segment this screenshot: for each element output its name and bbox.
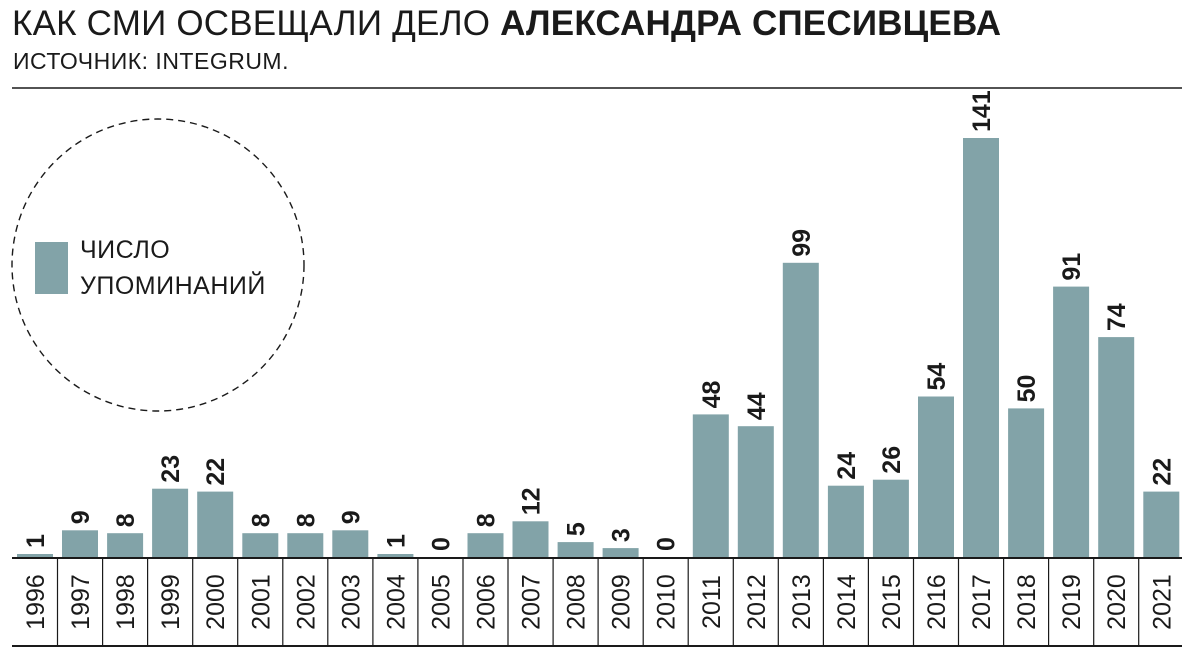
x-tick-2002: 2002: [292, 574, 320, 630]
bar-label-2021: 22: [1148, 458, 1176, 486]
legend-swatch: [35, 242, 68, 294]
bar-2013: [782, 262, 819, 557]
legend-label-line2: УПОМИНАНИЙ: [80, 270, 266, 300]
bar-2008: [557, 542, 594, 557]
bar-2019: [1053, 286, 1090, 557]
bar-2009: [602, 548, 639, 557]
x-tick-2012: 2012: [743, 574, 771, 630]
x-tick-2007: 2007: [518, 574, 546, 630]
bar-label-2009: 3: [608, 528, 636, 542]
bar-label-2007: 12: [518, 487, 546, 515]
chart-source: ИСТОЧНИК: INTEGRUM.: [13, 48, 289, 74]
bar-label-2008: 5: [563, 522, 591, 536]
bar-label-2013: 99: [788, 229, 816, 257]
x-tick-2021: 2021: [1148, 574, 1176, 630]
x-tick-1997: 1997: [67, 574, 95, 630]
bar-2007: [512, 521, 549, 557]
x-tick-2006: 2006: [473, 574, 501, 630]
bar-label-1997: 9: [67, 510, 95, 524]
bar-2014: [827, 485, 864, 557]
bar-label-2003: 9: [337, 510, 365, 524]
bar-2018: [1008, 408, 1045, 557]
x-tick-2004: 2004: [382, 574, 410, 630]
bar-2003: [332, 530, 369, 557]
bar-2011: [692, 414, 729, 557]
legend: ЧИСЛО УПОМИНАНИЙ: [11, 118, 305, 412]
bar-label-2017: 141: [968, 90, 996, 132]
bar-2002: [287, 533, 324, 557]
x-tick-1998: 1998: [112, 574, 140, 630]
bar-2015: [872, 479, 909, 557]
bar-2012: [737, 426, 774, 557]
title-bold: АЛЕКСАНДРА СПЕСИВЦЕВА: [500, 4, 1002, 43]
title-regular: КАК СМИ ОСВЕЩАЛИ ДЕЛО: [12, 4, 491, 43]
bar-label-2002: 8: [292, 513, 320, 527]
bar-label-2012: 44: [743, 392, 771, 420]
bar-1998: [107, 533, 144, 557]
bar-label-2005: 0: [427, 537, 455, 551]
bar-1997: [62, 530, 98, 557]
bar-1996: [17, 554, 53, 557]
bar-label-2001: 8: [247, 513, 275, 527]
bar-2004: [377, 554, 414, 557]
bar-label-1996: 1: [22, 534, 50, 548]
bar-2000: [197, 491, 234, 557]
x-tick-2009: 2009: [608, 574, 636, 630]
legend-label-line1: ЧИСЛО: [80, 236, 170, 264]
bar-label-2016: 54: [923, 363, 951, 391]
x-tick-1999: 1999: [157, 574, 185, 630]
bar-label-2014: 24: [833, 452, 861, 480]
x-tick-2010: 2010: [653, 574, 681, 630]
x-tick-2008: 2008: [563, 574, 591, 630]
bar-2006: [467, 533, 504, 557]
x-tick-2019: 2019: [1058, 574, 1086, 630]
x-tick-2017: 2017: [968, 574, 996, 630]
bar-1999: [152, 488, 189, 557]
bar-label-2010: 0: [653, 537, 681, 551]
bar-label-2018: 50: [1013, 375, 1041, 403]
bar-label-2015: 26: [878, 446, 906, 474]
x-tick-2020: 2020: [1103, 574, 1131, 630]
x-tick-2013: 2013: [788, 574, 816, 630]
x-tick-1996: 1996: [22, 574, 50, 630]
x-tick-2018: 2018: [1013, 574, 1041, 630]
bar-label-2000: 22: [202, 458, 230, 486]
bar-label-2006: 8: [473, 513, 501, 527]
bar-label-2004: 1: [382, 534, 410, 548]
bar-2020: [1098, 337, 1135, 557]
bar-label-2019: 91: [1058, 253, 1086, 281]
bar-label-2011: 48: [698, 380, 726, 408]
bar-label-2020: 74: [1103, 303, 1131, 331]
legend-circle: [11, 118, 305, 412]
x-axis-separators: [56, 558, 1140, 646]
x-tick-2015: 2015: [878, 574, 906, 630]
x-tick-2001: 2001: [247, 574, 275, 630]
x-tick-2016: 2016: [923, 574, 951, 630]
x-axis-ticks: 1996 1997 1998 1999 2000 2001 2002 2003 2004 2005…: [22, 574, 1176, 630]
bar-2016: [918, 396, 954, 557]
x-tick-2011: 2011: [698, 575, 726, 629]
x-tick-2005: 2005: [427, 574, 455, 630]
bar-2001: [242, 533, 279, 557]
bars: [17, 138, 1180, 557]
bar-label-1999: 23: [157, 455, 185, 483]
x-tick-2014: 2014: [833, 574, 861, 630]
bar-2021: [1143, 491, 1180, 557]
x-tick-2003: 2003: [337, 574, 365, 630]
chart-title: КАК СМИ ОСВЕЩАЛИ ДЕЛО АЛЕКСАНДРА СПЕСИВЦ…: [12, 4, 1001, 44]
x-tick-2000: 2000: [202, 574, 230, 630]
bar-label-1998: 8: [112, 513, 140, 527]
bar-2017: [963, 138, 999, 557]
